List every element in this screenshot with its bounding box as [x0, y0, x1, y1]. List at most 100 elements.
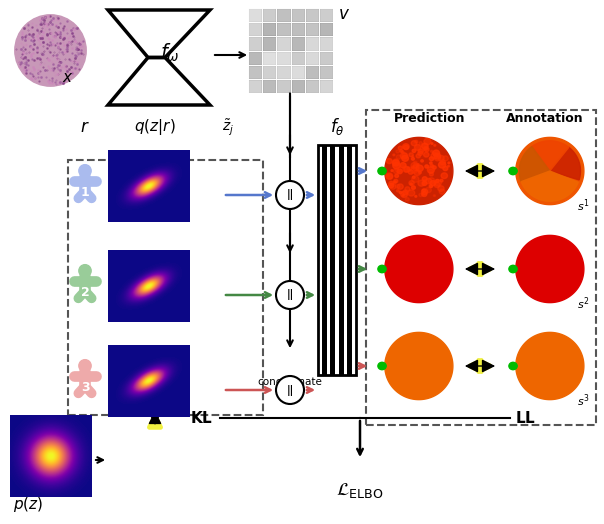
Circle shape [412, 149, 416, 152]
Bar [68, 160, 263, 415]
Text: Prediction: Prediction [394, 112, 466, 125]
Circle shape [429, 172, 434, 176]
Bar [262, 79, 277, 93]
Bar [262, 8, 277, 22]
Bar [304, 22, 319, 36]
Circle shape [413, 176, 415, 179]
Circle shape [414, 145, 421, 150]
Circle shape [276, 376, 304, 404]
Circle shape [412, 176, 419, 182]
Polygon shape [516, 235, 584, 303]
Text: $\tilde{z}_j$: $\tilde{z}_j$ [222, 117, 234, 137]
Circle shape [387, 174, 393, 179]
Text: $f_{\theta}$: $f_{\theta}$ [330, 116, 344, 137]
Circle shape [429, 157, 434, 161]
Circle shape [422, 177, 427, 181]
Text: 3: 3 [81, 381, 89, 394]
Polygon shape [532, 141, 569, 171]
Bar [304, 64, 319, 79]
Bar [277, 64, 291, 79]
Circle shape [422, 189, 428, 194]
Circle shape [404, 167, 410, 172]
Circle shape [387, 174, 389, 177]
Circle shape [403, 166, 410, 172]
Circle shape [388, 183, 394, 188]
Bar [262, 64, 277, 79]
Bar [291, 64, 304, 79]
Circle shape [402, 151, 404, 153]
Circle shape [416, 165, 423, 171]
Circle shape [415, 195, 417, 197]
Circle shape [422, 189, 425, 192]
Circle shape [430, 185, 432, 188]
Bar [321, 145, 327, 375]
Circle shape [276, 281, 304, 309]
Bar [248, 64, 262, 79]
Circle shape [416, 154, 420, 158]
Polygon shape [385, 137, 453, 204]
Circle shape [400, 150, 403, 152]
Circle shape [509, 265, 517, 272]
Circle shape [428, 167, 434, 173]
Circle shape [422, 181, 427, 185]
Circle shape [425, 188, 431, 193]
Circle shape [440, 179, 443, 182]
Text: Annotation: Annotation [506, 112, 584, 125]
Circle shape [411, 140, 417, 146]
Bar [304, 8, 319, 22]
Bar [366, 110, 596, 425]
Bar [277, 50, 291, 64]
Circle shape [407, 167, 411, 171]
Circle shape [422, 143, 428, 149]
Bar [347, 145, 352, 375]
Bar [319, 64, 333, 79]
Circle shape [395, 167, 402, 172]
Circle shape [423, 180, 425, 182]
Circle shape [378, 362, 386, 370]
Circle shape [402, 194, 404, 196]
Polygon shape [519, 147, 550, 182]
Text: $\mathbf{LL}$: $\mathbf{LL}$ [515, 410, 536, 426]
Bar [291, 79, 304, 93]
Circle shape [396, 155, 401, 159]
Circle shape [448, 166, 449, 167]
Circle shape [429, 169, 433, 173]
Circle shape [439, 189, 445, 194]
Bar [248, 22, 262, 36]
Circle shape [419, 141, 422, 145]
Circle shape [400, 191, 408, 198]
Circle shape [443, 156, 448, 161]
Circle shape [435, 179, 439, 182]
Text: $x$: $x$ [62, 70, 73, 84]
Circle shape [396, 184, 400, 189]
Circle shape [429, 162, 432, 164]
Circle shape [431, 152, 438, 159]
Bar [330, 145, 335, 375]
Bar [304, 79, 319, 93]
Bar [277, 22, 291, 36]
Circle shape [394, 181, 396, 183]
Text: 2: 2 [80, 286, 89, 299]
Circle shape [411, 166, 414, 168]
Bar [277, 8, 291, 22]
Circle shape [402, 153, 408, 158]
Bar [277, 79, 291, 93]
Text: ||: || [286, 190, 294, 201]
Circle shape [399, 191, 402, 193]
Bar [291, 36, 304, 50]
Circle shape [428, 178, 435, 183]
Text: $q(z|r)$: $q(z|r)$ [134, 117, 176, 137]
Circle shape [424, 147, 429, 151]
Text: concatenate: concatenate [257, 377, 323, 387]
Text: $\mathcal{L}_{\mathrm{ELBO}}$: $\mathcal{L}_{\mathrm{ELBO}}$ [336, 481, 384, 499]
Circle shape [418, 180, 425, 186]
Polygon shape [516, 137, 584, 204]
Bar [262, 50, 277, 64]
Text: $\mathbf{KL}$: $\mathbf{KL}$ [190, 410, 213, 426]
Circle shape [276, 181, 304, 209]
Circle shape [397, 169, 402, 174]
Circle shape [415, 140, 418, 143]
Circle shape [419, 171, 422, 173]
Polygon shape [385, 332, 453, 400]
Circle shape [432, 150, 440, 156]
